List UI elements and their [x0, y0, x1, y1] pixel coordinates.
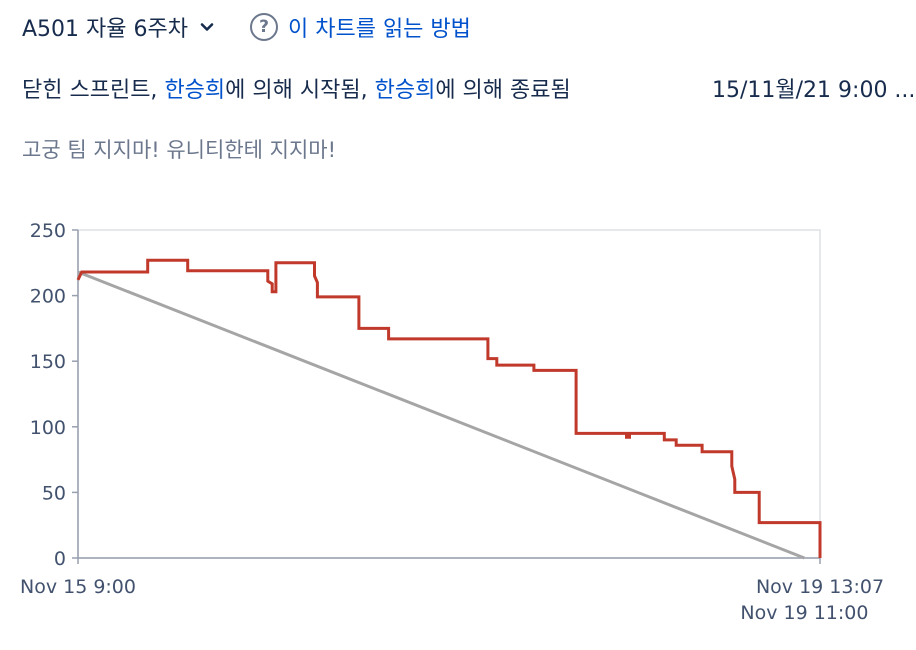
- sprint-status: 닫힌 스프린트,: [22, 78, 158, 103]
- remaining-series: [76, 258, 822, 558]
- plot-frame: [77, 229, 821, 559]
- started-suffix: 에 의해 시작됨,: [225, 78, 368, 103]
- sprint-selector[interactable]: A501 자율 6주차: [22, 11, 214, 43]
- help-link[interactable]: ? 이 차트를 읽는 방법: [250, 11, 471, 43]
- ended-suffix: 에 의해 종료됨: [435, 78, 571, 103]
- sprint-meta: 닫힌 스프린트, 한승희에 의해 시작됨, 한승희에 의해 종료됨: [22, 72, 571, 104]
- chart-axes: [72, 229, 821, 564]
- chevron-down-icon: [200, 23, 214, 31]
- y-tick-label: 250: [30, 220, 66, 242]
- x-tick-label: Nov 19 11:00: [740, 602, 868, 624]
- x-tick-label: Nov 15 9:00: [20, 576, 136, 598]
- sprint-date-range: 15/11월/21 9:00 ...: [712, 78, 916, 103]
- burndown-chart: 0 50 100 150 200 250 Nov 15 9:00 Nov 19 13:07 No…: [20, 220, 884, 624]
- y-tick-label: 100: [30, 417, 66, 439]
- question-circle-icon: ?: [250, 13, 278, 41]
- started-by-user-link[interactable]: 한승희: [164, 78, 226, 103]
- guideline-series: [77, 270, 805, 560]
- y-tick-label: 200: [30, 286, 66, 308]
- sprint-name: A501 자율 6주차: [22, 17, 188, 42]
- chart-header: A501 자율 6주차 ? 이 차트를 읽는 방법: [22, 10, 471, 44]
- chart-tick-labels: 0 50 100 150 200 250 Nov 15 9:00 Nov 19 13:07 No…: [20, 220, 884, 624]
- ended-by-user-link[interactable]: 한승희: [374, 78, 436, 103]
- y-tick-label: 50: [42, 482, 66, 504]
- y-tick-label: 150: [30, 351, 66, 373]
- chart-series: [76, 258, 822, 560]
- sprint-goal: 고궁 팀 지지마! 유니티한테 지지마!: [22, 138, 337, 162]
- x-tick-label: Nov 19 13:07: [756, 576, 884, 598]
- y-tick-label: 0: [54, 548, 66, 570]
- help-link-label: 이 차트를 읽는 방법: [288, 17, 471, 42]
